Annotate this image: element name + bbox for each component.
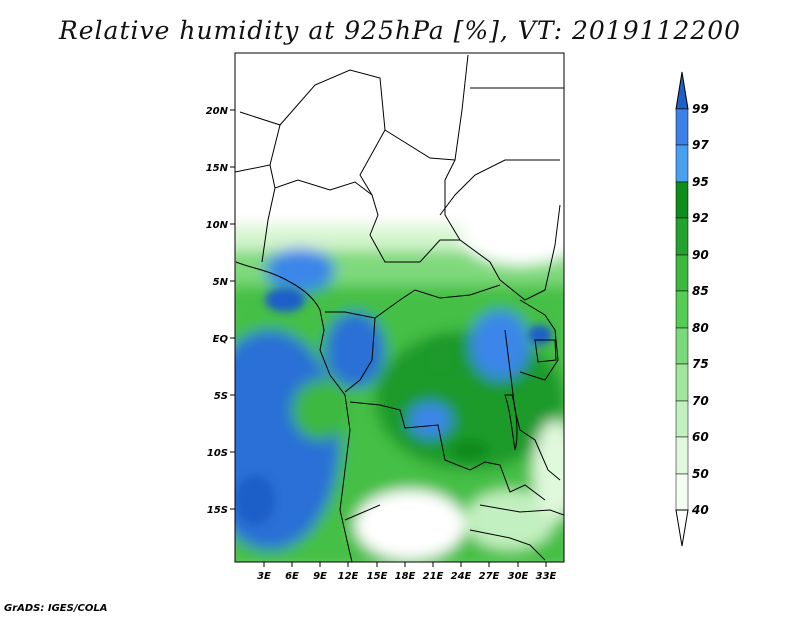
lon-label-21e: 21E xyxy=(423,571,444,582)
lake-victoria xyxy=(534,339,557,363)
colorbar-label-80: 80 xyxy=(692,321,709,335)
border-car xyxy=(369,159,560,281)
colorbar-segment xyxy=(675,254,689,292)
lat-label-eq: EQ xyxy=(213,334,229,345)
border-drc xyxy=(349,401,546,501)
field-central-blue xyxy=(408,402,452,438)
colorbar-segment xyxy=(675,400,689,438)
colorbar xyxy=(675,71,689,547)
colorbar-segment xyxy=(675,436,689,475)
field-east-blue xyxy=(470,310,530,380)
field-patch-5 xyxy=(235,475,275,525)
field-sahel-dry xyxy=(235,53,564,225)
humidity-field xyxy=(235,53,564,562)
field-patch-4 xyxy=(528,325,552,345)
border-sudan xyxy=(444,87,564,301)
border-east xyxy=(504,299,561,481)
colorbar-label-92: 92 xyxy=(692,211,709,225)
lat-label-10n: 10N xyxy=(206,220,229,231)
colorbar-label-97: 97 xyxy=(692,138,709,152)
lat-label-5n: 5N xyxy=(213,277,229,288)
colorbar-segment xyxy=(675,473,689,511)
field-angola-dry xyxy=(355,490,465,560)
lat-label-10s: 10S xyxy=(207,448,228,459)
colorbar-label-70: 70 xyxy=(692,394,709,408)
field-coast-green xyxy=(292,380,348,440)
map-title: Relative humidity at 925hPa [%], VT: 201… xyxy=(58,16,742,45)
lon-label-15e: 15E xyxy=(367,571,388,582)
colorbar-segment xyxy=(675,181,689,219)
field-sudan-dry xyxy=(460,205,564,265)
lon-label-24e: 24E xyxy=(451,571,472,582)
lat-label-20n: 20N xyxy=(206,106,229,117)
colorbar-label-90: 90 xyxy=(692,248,709,262)
lon-label-33e: 33E xyxy=(536,571,557,582)
map-frame xyxy=(234,52,565,563)
colorbar-segment xyxy=(675,290,689,329)
colorbar-segment xyxy=(675,327,689,365)
grads-credit: GrADS: IGES/COLA xyxy=(4,603,108,614)
border-nigeria xyxy=(261,164,373,263)
coastline-west xyxy=(235,261,353,562)
lon-label-9e: 9E xyxy=(313,571,327,582)
field-patch-3 xyxy=(452,440,488,460)
lat-axis xyxy=(230,109,235,510)
lon-label-3e: 3E xyxy=(257,571,271,582)
lon-label-30e: 30E xyxy=(508,571,529,582)
colorbar-label-75: 75 xyxy=(692,357,709,371)
lat-label-5s: 5S xyxy=(214,391,228,402)
colorbar-label-50: 50 xyxy=(692,467,709,481)
field-gabon-blue xyxy=(325,312,385,388)
field-patch-2 xyxy=(430,339,450,371)
field-gulf-blue xyxy=(265,248,335,292)
colorbar-label-99: 99 xyxy=(692,102,709,116)
lat-label-15n: 15N xyxy=(206,163,229,174)
colorbar-label-95: 95 xyxy=(692,175,709,189)
field-zambia-light xyxy=(465,490,555,550)
lon-axis xyxy=(263,562,547,567)
colorbar-label-60: 60 xyxy=(692,430,709,444)
lat-label-15s: 15S xyxy=(207,505,228,516)
colorbar-arrow-bottom xyxy=(675,509,689,547)
border-congo xyxy=(325,284,501,393)
lon-label-12e: 12E xyxy=(338,571,359,582)
colorbar-segment xyxy=(675,108,689,146)
colorbar-segment xyxy=(675,363,689,402)
lon-label-18e: 18E xyxy=(395,571,416,582)
lake-tanganyika xyxy=(504,394,518,451)
colorbar-segment xyxy=(675,217,689,256)
lon-label-6e: 6E xyxy=(285,571,299,582)
colorbar-arrow-top xyxy=(675,71,689,110)
colorbar-labels: 99 97 95 92 90 85 80 75 70 60 50 40 xyxy=(691,102,709,517)
boundaries xyxy=(235,54,564,562)
field-east-dry xyxy=(533,420,564,520)
colorbar-segment xyxy=(675,144,689,183)
field-atlantic-blue xyxy=(235,330,340,550)
lon-label-27e: 27E xyxy=(479,571,500,582)
border-south xyxy=(344,504,564,561)
field-patch-1 xyxy=(265,288,305,312)
colorbar-label-40: 40 xyxy=(691,503,709,517)
colorbar-label-85: 85 xyxy=(692,284,709,298)
